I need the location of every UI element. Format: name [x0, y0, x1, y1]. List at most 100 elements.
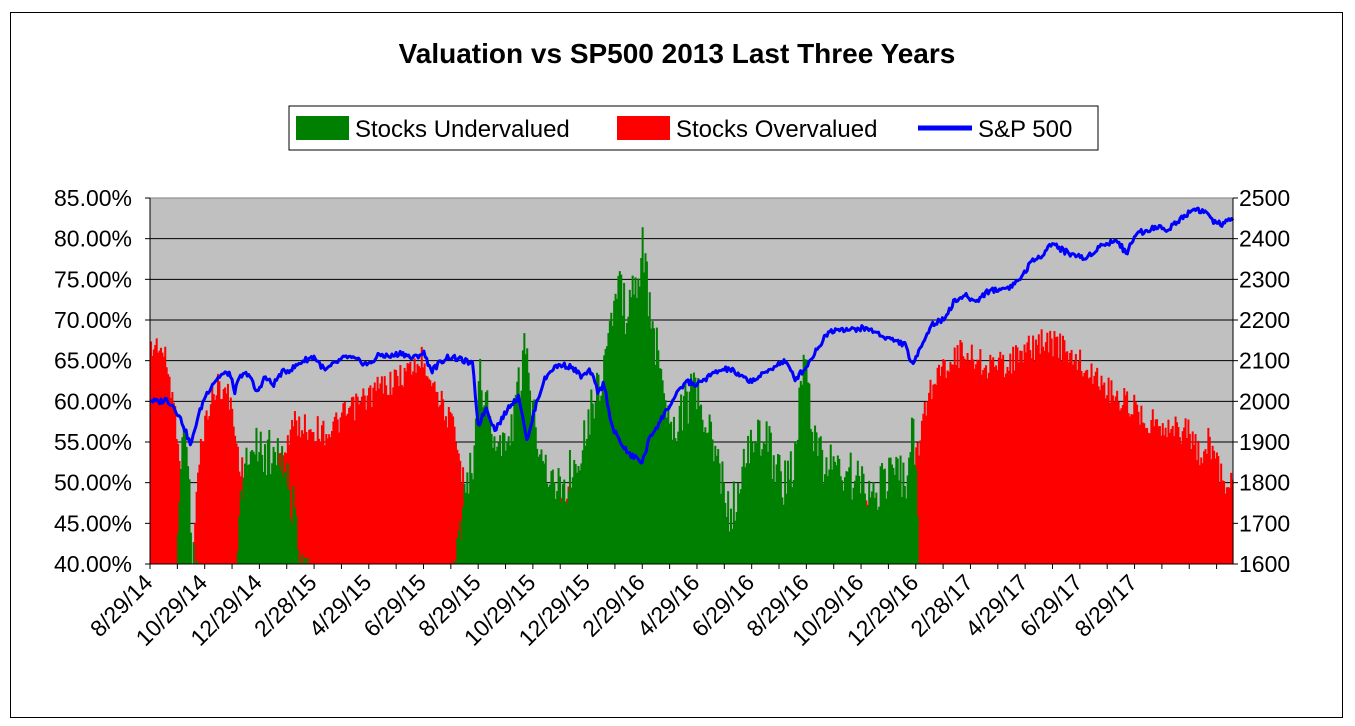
- undervalued-bar: [893, 474, 896, 564]
- undervalued-bar: [727, 491, 730, 564]
- undervalued-bar: [291, 524, 294, 564]
- undervalued-bar: [296, 549, 299, 564]
- undervalued-bar: [590, 389, 593, 564]
- undervalued-bar: [754, 440, 757, 564]
- undervalued-bar: [258, 451, 261, 564]
- legend-swatch-overvalued: [617, 116, 670, 140]
- undervalued-bar: [529, 390, 532, 564]
- undervalued-bar: [526, 348, 529, 564]
- overvalued-bar: [932, 384, 935, 564]
- overvalued-bar: [1207, 427, 1210, 564]
- undervalued-bar: [487, 419, 490, 564]
- undervalued-bar: [651, 321, 654, 564]
- undervalued-bar: [697, 378, 700, 564]
- overvalued-bar: [340, 412, 343, 564]
- overvalued-bar: [205, 410, 208, 564]
- overvalued-bar: [1230, 472, 1233, 564]
- undervalued-bar: [477, 381, 480, 564]
- undervalued-bar: [584, 445, 587, 564]
- overvalued-bar: [174, 405, 177, 564]
- undervalued-bar: [623, 283, 626, 564]
- undervalued-bar: [504, 450, 507, 564]
- undervalued-bar: [273, 452, 276, 564]
- overvalued-bar: [1178, 437, 1181, 564]
- overvalued-bar: [453, 426, 456, 564]
- undervalued-bar: [774, 482, 777, 564]
- overvalued-bar: [977, 360, 980, 564]
- undervalued-bar: [741, 466, 744, 564]
- undervalued-bar: [717, 449, 720, 564]
- overvalued-bar: [402, 386, 405, 564]
- undervalued-bar: [637, 278, 640, 564]
- overvalued-bar: [990, 361, 993, 564]
- undervalued-bar: [680, 394, 683, 564]
- undervalued-bar: [841, 480, 844, 564]
- overvalued-bar: [306, 439, 309, 564]
- undervalued-bar: [571, 477, 574, 564]
- undervalued-bar: [568, 450, 571, 564]
- overvalued-bar: [336, 419, 339, 564]
- undervalued-bar: [759, 455, 762, 564]
- overvalued-bar: [970, 344, 973, 564]
- overvalued-bar: [1210, 459, 1213, 564]
- undervalued-bar: [476, 410, 479, 564]
- overvalued-bar: [211, 384, 214, 564]
- undervalued-bar: [566, 504, 569, 564]
- overvalued-bar: [229, 397, 232, 564]
- overvalued-bar: [420, 346, 423, 564]
- undervalued-bar: [567, 491, 570, 564]
- undervalued-bar: [596, 372, 599, 564]
- overvalued-bar: [322, 420, 325, 564]
- overvalued-bar: [333, 416, 336, 564]
- overvalued-bar: [363, 395, 366, 564]
- undervalued-bar: [692, 372, 695, 564]
- overvalued-bar: [382, 393, 385, 564]
- undervalued-bar: [499, 435, 502, 564]
- overvalued-bar: [386, 394, 389, 564]
- undervalued-bar: [618, 271, 621, 564]
- overvalued-bar: [207, 419, 210, 564]
- undervalued-bar: [889, 457, 892, 564]
- overvalued-bar: [1094, 371, 1097, 564]
- right-tick-label: 2500: [1239, 185, 1290, 211]
- undervalued-bar: [895, 456, 898, 564]
- overvalued-bar: [308, 429, 311, 564]
- overvalued-bar: [950, 364, 953, 564]
- overvalued-bar: [1130, 414, 1133, 564]
- overvalued-bar: [234, 435, 237, 564]
- overvalued-bar: [224, 387, 227, 564]
- undervalued-bar: [745, 463, 748, 564]
- overvalued-bar: [1144, 428, 1147, 564]
- overvalued-bar: [1024, 352, 1027, 564]
- overvalued-bar: [1151, 409, 1154, 564]
- undervalued-bar: [848, 467, 851, 564]
- overvalued-bar: [155, 338, 158, 564]
- overvalued-bar: [1000, 359, 1003, 564]
- undervalued-bar: [534, 427, 537, 564]
- undervalued-bar: [831, 469, 834, 564]
- undervalued-bar: [550, 471, 553, 564]
- undervalued-bar: [644, 253, 647, 564]
- undervalued-bar: [812, 451, 815, 564]
- undervalued-bar: [513, 397, 516, 564]
- overvalued-bar: [1029, 350, 1032, 564]
- overvalued-bar: [1146, 427, 1149, 564]
- undervalued-bar: [772, 455, 775, 564]
- overvalued-bar: [1181, 431, 1184, 564]
- overvalued-bar: [945, 377, 948, 564]
- undervalued-bar: [888, 457, 891, 564]
- overvalued-bar: [355, 393, 358, 564]
- undervalued-bar: [517, 367, 520, 564]
- undervalued-bar: [650, 328, 653, 564]
- overvalued-bar: [1084, 370, 1087, 564]
- undervalued-bar: [748, 463, 751, 564]
- undervalued-bar: [698, 405, 701, 564]
- overvalued-bar: [1019, 350, 1022, 564]
- overvalued-bar: [1114, 396, 1117, 564]
- undervalued-bar: [511, 441, 514, 564]
- overvalued-bar: [1053, 331, 1056, 564]
- undervalued-bar: [883, 468, 886, 564]
- overvalued-bar: [1083, 372, 1086, 564]
- undervalued-bar: [856, 460, 859, 564]
- undervalued-bar: [671, 439, 674, 564]
